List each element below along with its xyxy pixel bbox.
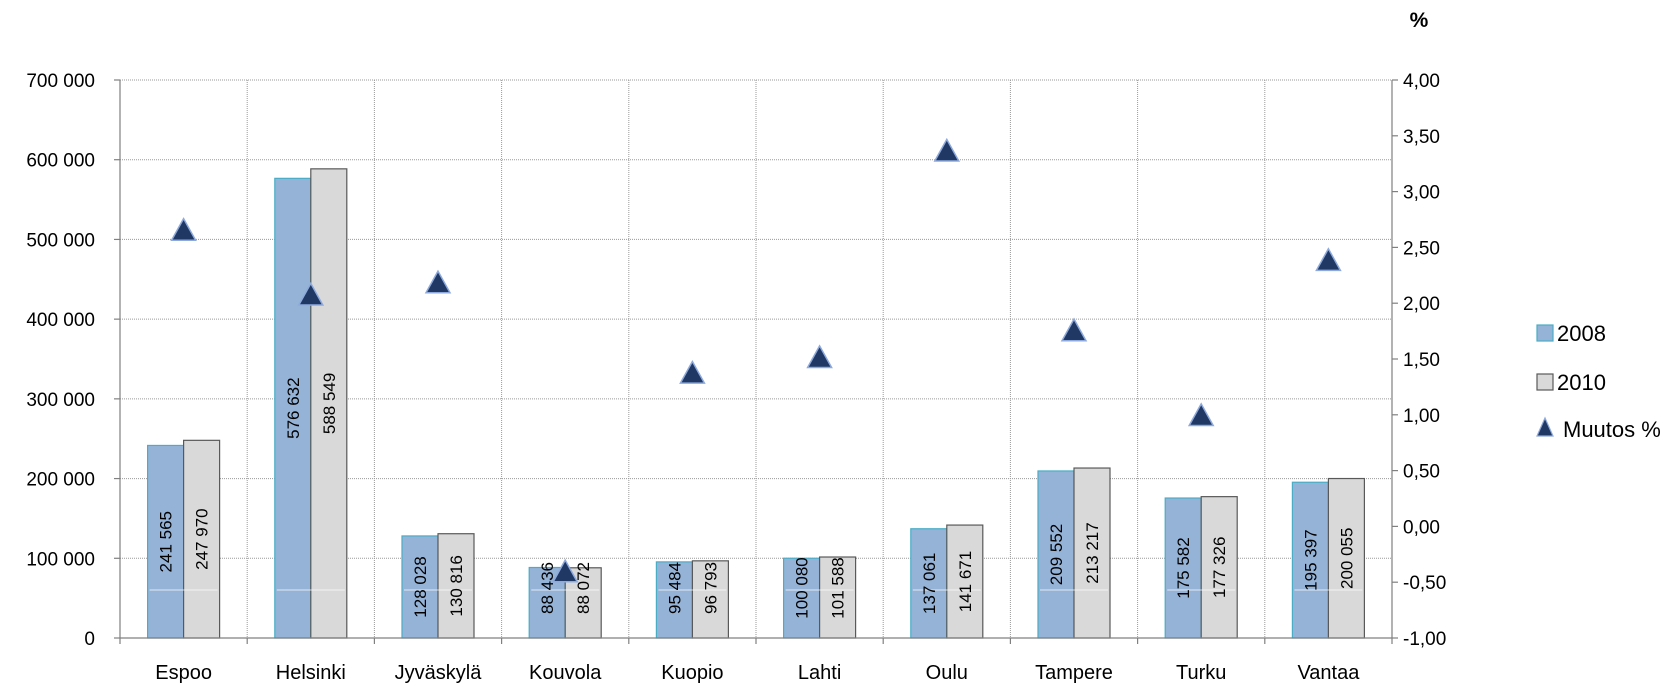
x-tick-label: Helsinki — [276, 662, 346, 684]
marker-muutos — [1315, 247, 1342, 272]
bar-2010 — [1327, 477, 1366, 639]
y2-tick-label: 3,00 — [1403, 183, 1440, 204]
y-tick-label: 100 000 — [26, 549, 95, 570]
data-label-2010: 213 217 — [1083, 522, 1102, 583]
data-label-2008: 100 080 — [793, 557, 812, 618]
data-label-2010: 130 816 — [447, 555, 466, 616]
marker-muutos — [551, 558, 579, 583]
data-label-2008: 128 028 — [411, 556, 430, 617]
bar-2008 — [1037, 470, 1075, 639]
x-tick-label: Lahti — [798, 662, 841, 684]
marker-muutos — [1187, 402, 1215, 427]
legend-label-2010: 2010 — [1557, 370, 1606, 395]
x-tick-label: Tampere — [1035, 662, 1113, 684]
marker-muutos — [297, 281, 325, 306]
data-label-2008: 88 436 — [538, 562, 557, 614]
bar-2008 — [1164, 497, 1202, 639]
marker-muutos — [679, 359, 706, 384]
data-labels: 241 565 247 970 576 632 588 549 128 028 130 8… — [157, 373, 1357, 619]
legend: 2008 2010 Muutos % — [1536, 321, 1661, 442]
legend-label-2008: 2008 — [1557, 321, 1606, 346]
y2-tick-label: -1,00 — [1403, 629, 1446, 650]
legend-swatch-2010 — [1536, 373, 1554, 391]
marker-muutos — [806, 344, 833, 369]
legend-swatch-2008 — [1536, 324, 1554, 342]
x-tick-label: Vantaa — [1297, 662, 1360, 684]
bar-2008 — [401, 535, 439, 639]
marker-muutos — [933, 137, 961, 162]
y-tick-label: 700 000 — [26, 71, 95, 92]
bar-2008 — [147, 444, 185, 639]
data-label-2008: 175 582 — [1174, 537, 1193, 598]
data-label-2010: 88 072 — [574, 562, 593, 614]
y-tick-label: 500 000 — [26, 230, 95, 251]
legend-swatch-muutos — [1536, 416, 1554, 437]
marker-muutos — [170, 217, 197, 242]
data-label-2008: 241 565 — [157, 511, 176, 572]
y2-tick-label: 2,50 — [1403, 238, 1440, 259]
data-label-2008: 576 632 — [284, 377, 303, 438]
y-tick-label: 400 000 — [26, 310, 95, 331]
change-markers — [170, 137, 1342, 583]
marker-muutos — [1060, 317, 1088, 342]
data-label-2010: 200 055 — [1337, 528, 1356, 589]
x-tick-label: Jyväskylä — [395, 662, 483, 684]
marker-muutos — [424, 269, 452, 294]
data-label-2010: 177 326 — [1210, 537, 1229, 598]
data-label-2008: 95 484 — [665, 562, 684, 614]
data-label-2010: 588 549 — [320, 373, 339, 434]
data-label-2008: 209 552 — [1047, 524, 1066, 585]
y2-axis-label: % — [1410, 9, 1429, 32]
bar-2010 — [818, 556, 857, 639]
data-label-2010: 96 793 — [701, 562, 720, 614]
x-tick-label: Kouvola — [529, 662, 602, 684]
x-tick-label: Oulu — [926, 662, 968, 684]
data-label-2008: 195 397 — [1301, 529, 1320, 590]
y2-tick-label: 1,50 — [1403, 350, 1440, 371]
x-tick-label: Espoo — [155, 662, 212, 684]
data-label-2010: 247 970 — [193, 508, 212, 569]
y2-tick-label: 0,00 — [1403, 517, 1440, 538]
y2-tick-label: 3,50 — [1403, 127, 1440, 148]
y-tick-label: 200 000 — [26, 470, 95, 491]
data-label-2008: 137 061 — [920, 553, 939, 614]
y2-tick-label: 0,50 — [1403, 462, 1440, 483]
bar-2010 — [310, 168, 348, 639]
y-tick-label: 600 000 — [26, 151, 95, 172]
x-tick-label: Turku — [1176, 662, 1226, 684]
legend-label-muutos: Muutos % — [1563, 417, 1661, 442]
y2-tick-label: -0,50 — [1403, 573, 1446, 594]
bar-2010 — [1073, 467, 1111, 639]
bars — [147, 168, 1366, 639]
y-tick-label: 300 000 — [26, 390, 95, 411]
bar-2008 — [274, 177, 312, 639]
data-label-2010: 101 588 — [829, 557, 848, 618]
x-tick-label: Kuopio — [661, 662, 723, 684]
axes: Espoo Helsinki Jyväskylä Kouvola Kuopio Lahti… — [26, 71, 1446, 684]
y2-tick-label: 4,00 — [1403, 71, 1440, 92]
y-tick-label: 0 — [84, 629, 95, 650]
y2-tick-label: 2,00 — [1403, 294, 1440, 315]
y2-tick-label: 1,00 — [1403, 406, 1440, 427]
bar-2008 — [910, 528, 948, 639]
bar-2010 — [183, 439, 221, 639]
data-label-2010: 141 671 — [956, 551, 975, 612]
